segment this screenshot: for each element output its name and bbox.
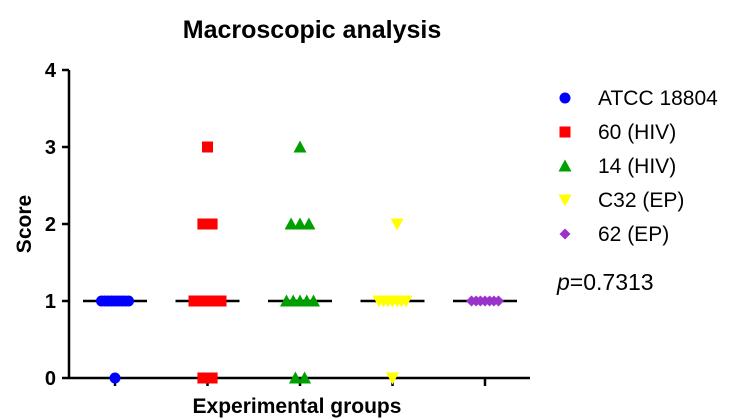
- y-tick-label: 4: [45, 60, 57, 82]
- y-axis-ticks: 0 1 2 3 4: [45, 60, 69, 390]
- y-tick-label: 1: [45, 291, 56, 313]
- data-point: [206, 218, 218, 230]
- legend-marker: [559, 92, 571, 104]
- y-tick-label: 3: [45, 137, 56, 159]
- data-point: [109, 372, 121, 384]
- legend-marker: [558, 159, 572, 172]
- data-point: [206, 372, 218, 384]
- legend-marker: [559, 126, 571, 138]
- legend-label: C32 (EP): [598, 189, 684, 212]
- data-point: [284, 217, 298, 230]
- p-symbol: p: [556, 269, 570, 295]
- data-point: [302, 217, 316, 230]
- data-point: [293, 217, 307, 230]
- data-point: [399, 295, 413, 308]
- legend-label: 60 (HIV): [598, 121, 676, 144]
- x-axis-label: Experimental groups: [193, 395, 402, 418]
- data-point: [386, 372, 399, 385]
- p-value-annotation: p=0.7313: [556, 269, 654, 295]
- data-point: [293, 140, 307, 153]
- data-point: [197, 372, 209, 384]
- legend-marker: [559, 228, 571, 240]
- p-value: =0.7313: [570, 269, 654, 295]
- legend-label: 62 (EP): [598, 223, 669, 246]
- data-points: [96, 140, 504, 385]
- data-point: [307, 294, 320, 307]
- data-point: [390, 218, 404, 231]
- y-tick-label: 0: [45, 368, 56, 390]
- y-tick-label: 2: [45, 214, 56, 236]
- legend-label: ATCC 18804: [598, 87, 718, 110]
- legend-label: 14 (HIV): [598, 155, 676, 178]
- data-point: [123, 295, 134, 307]
- data-point: [202, 141, 213, 153]
- data-point: [493, 295, 504, 307]
- data-point: [298, 371, 312, 384]
- data-point: [197, 218, 209, 230]
- legend-marker: [558, 194, 572, 207]
- chart-title: Macroscopic analysis: [183, 16, 441, 44]
- y-axis-label: Score: [13, 195, 36, 253]
- data-point: [288, 371, 302, 384]
- legend: ATCC 18804 60 (HIV) 14 (HIV) C32 (EP) 62 (EP…: [558, 87, 718, 246]
- data-point: [215, 295, 227, 307]
